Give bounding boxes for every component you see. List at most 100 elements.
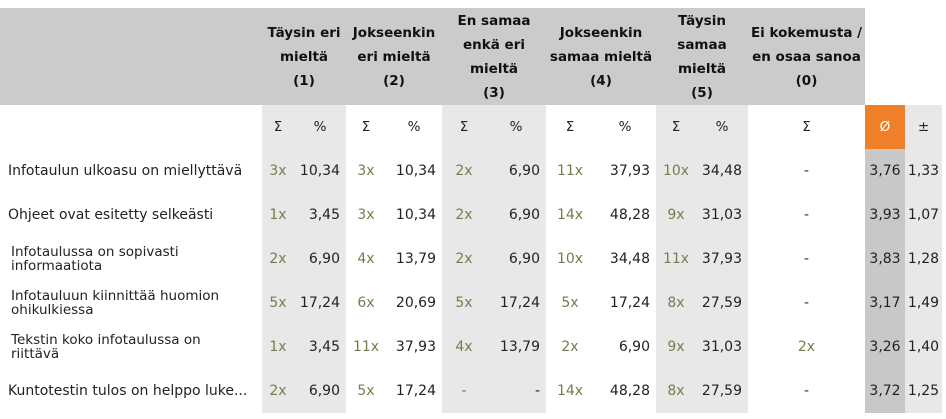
- col3-line3: mieltä: [469, 60, 519, 77]
- col5-line4: (5): [691, 84, 713, 101]
- table-row: Kuntotestin tulos on helppo luke... 2x 6,9…: [0, 369, 942, 413]
- average-cell: 3,76: [865, 149, 905, 193]
- percent-cell: 10,34: [294, 149, 346, 193]
- header-empty-stats: [865, 8, 942, 105]
- pct-header: %: [486, 105, 546, 149]
- table-row: Tekstin koko infotaulussa on riittävä 1x 3,…: [0, 325, 942, 369]
- col2-line1: Jokseenkin: [352, 24, 436, 41]
- sum-header: Σ: [361, 119, 371, 135]
- col5-line1: Täysin: [678, 12, 726, 29]
- row-label-text-2: riittävä: [11, 346, 60, 362]
- sum-header: Σ: [442, 105, 486, 149]
- percent-cell: -: [486, 369, 546, 413]
- percent-cell: 27,59: [696, 281, 748, 325]
- row-label-text-2: ohikulkiessa: [11, 302, 94, 318]
- count-cell: -: [803, 251, 810, 267]
- subheader-row: Σ % Σ % Σ % Σ % Σ % Σ Ø ±: [0, 105, 942, 149]
- row-label: Kuntotestin tulos on helppo luke...: [0, 369, 262, 413]
- count-cell: 2x: [797, 339, 816, 355]
- row-label: Infotaulussa on sopivasti informaatiota: [0, 237, 262, 281]
- row-label-text: Tekstin koko infotaulussa on: [11, 332, 201, 348]
- stddev-cell: 1,40: [905, 325, 942, 369]
- row-label-text: Infotaulussa on sopivasti: [11, 244, 179, 260]
- header-row: Täysin eri mieltä (1) Jokseenkin eri mie…: [0, 8, 942, 105]
- count-cell: 4x: [442, 325, 486, 369]
- subheader-empty: [0, 105, 262, 149]
- col2-line3: (2): [383, 72, 405, 89]
- percent-cell: 3,45: [294, 325, 346, 369]
- percent-cell: 17,24: [395, 383, 436, 399]
- col1-line3: (1): [293, 72, 315, 89]
- count-cell: -: [803, 383, 810, 399]
- column-header-5: Täysin samaa mieltä (5): [656, 8, 748, 105]
- count-cell: 1x: [262, 193, 294, 237]
- col4-line2: samaa mieltä: [549, 48, 653, 65]
- count-cell: 5x: [262, 281, 294, 325]
- column-header-3: En samaa enkä eri mieltä (3): [442, 8, 546, 105]
- stddev-cell: 1,49: [905, 281, 942, 325]
- count-cell: -: [803, 295, 810, 311]
- percent-cell: 13,79: [395, 251, 436, 267]
- count-cell: 10x: [656, 149, 696, 193]
- count-cell: 11x: [352, 339, 380, 355]
- count-cell: 8x: [656, 281, 696, 325]
- count-cell: 11x: [556, 163, 584, 179]
- stddev-header: ±: [905, 105, 942, 149]
- sum-header: Σ: [565, 119, 575, 135]
- row-label-text: Kuntotestin tulos on helppo luke...: [8, 383, 248, 399]
- header-empty-cell: [0, 8, 262, 105]
- col5-line2: samaa: [677, 36, 727, 53]
- percent-cell: 31,03: [696, 193, 748, 237]
- col3-line4: (3): [483, 84, 505, 101]
- average-cell: 3,17: [865, 281, 905, 325]
- average-cell: 3,72: [865, 369, 905, 413]
- count-cell: 8x: [656, 369, 696, 413]
- col4-line3: (4): [590, 72, 612, 89]
- row-label-text: Infotaulun ulkoasu on miellyttävä: [8, 163, 243, 179]
- sum-header: Σ: [656, 105, 696, 149]
- count-cell: 14x: [556, 383, 584, 399]
- percent-cell: 6,90: [294, 369, 346, 413]
- count-cell: 14x: [556, 207, 584, 223]
- col1-line2: mieltä: [279, 48, 329, 65]
- col3-line1: En samaa: [457, 12, 531, 29]
- count-cell: 10x: [556, 251, 584, 267]
- count-cell: 6x: [357, 295, 375, 311]
- pct-header: %: [294, 105, 346, 149]
- average-cell: 3,26: [865, 325, 905, 369]
- col3-line2: enkä eri: [463, 36, 525, 53]
- count-cell: -: [803, 207, 810, 223]
- count-cell: 3x: [262, 149, 294, 193]
- sum-header: Σ: [802, 119, 811, 135]
- table-row: Infotaulussa on sopivasti informaatiota 2x…: [0, 237, 942, 281]
- count-cell: 2x: [262, 237, 294, 281]
- count-cell: 3x: [357, 207, 375, 223]
- stddev-cell: 1,33: [905, 149, 942, 193]
- count-cell: 3x: [357, 163, 375, 179]
- table-body: Infotaulun ulkoasu on miellyttävä 3x 10,34…: [0, 149, 942, 413]
- percent-cell: 3,45: [294, 193, 346, 237]
- percent-cell: 48,28: [609, 207, 650, 223]
- count-cell: 2x: [262, 369, 294, 413]
- sum-header: Σ: [262, 105, 294, 149]
- col2-line2: eri mieltä: [357, 48, 431, 65]
- count-cell: 2x: [442, 237, 486, 281]
- count-cell: 11x: [656, 237, 696, 281]
- stddev-cell: 1,07: [905, 193, 942, 237]
- count-cell: 4x: [357, 251, 375, 267]
- col1-line1: Täysin eri: [267, 24, 341, 41]
- column-header-1: Täysin eri mieltä (1): [262, 8, 346, 105]
- col0-line2: en osaa sanoa: [752, 48, 861, 65]
- count-cell: 5x: [561, 295, 579, 311]
- average-header: Ø: [865, 105, 905, 149]
- percent-cell: 10,34: [395, 207, 436, 223]
- percent-cell: 10,34: [395, 163, 436, 179]
- pct-header: %: [696, 105, 748, 149]
- percent-cell: 37,93: [696, 237, 748, 281]
- table-row: Infotaulun ulkoasu on miellyttävä 3x 10,34…: [0, 149, 942, 193]
- column-header-2: Jokseenkin eri mieltä (2): [346, 8, 442, 105]
- percent-cell: 34,48: [696, 149, 748, 193]
- row-label-text: Infotauluun kiinnittää huomion: [11, 288, 220, 304]
- percent-cell: 31,03: [696, 325, 748, 369]
- row-label: Ohjeet ovat esitetty selkeästi: [0, 193, 262, 237]
